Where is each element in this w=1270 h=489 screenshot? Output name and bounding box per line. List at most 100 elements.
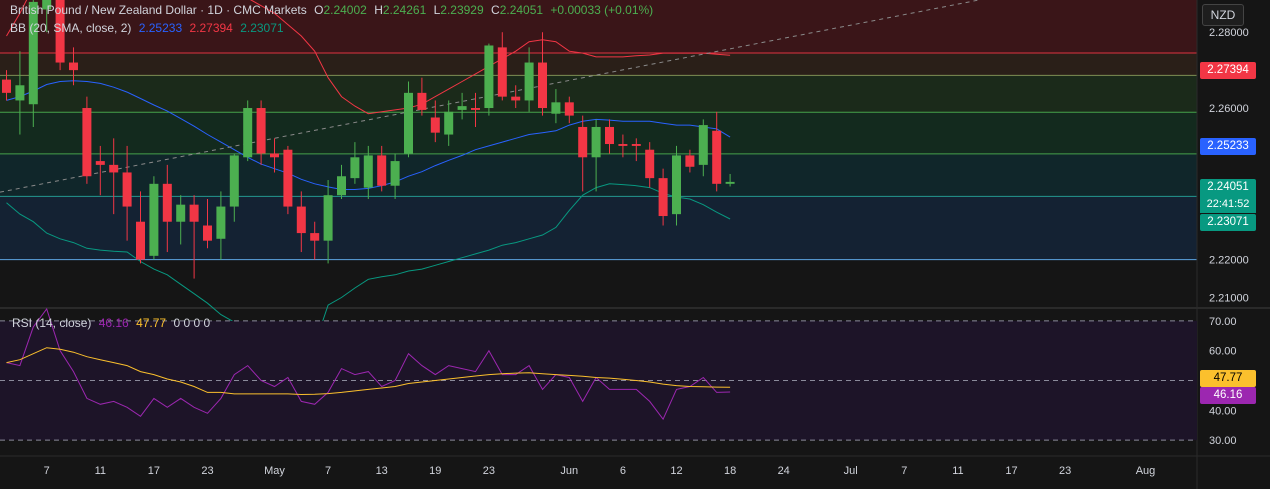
time-tick-label: 23 — [483, 465, 495, 477]
candle-body — [417, 92, 427, 110]
symbol-title[interactable]: British Pound / New Zealand Dollar · 1D … — [10, 3, 307, 17]
time-tick-label: 12 — [670, 465, 682, 477]
candle-body — [698, 125, 708, 165]
bb-basis-value: 2.25233 — [138, 21, 183, 35]
bb-legend-title[interactable]: BB (20, SMA, close, 2) — [10, 21, 132, 35]
high-value: 2.24261 — [382, 3, 427, 17]
price-tick-label: 2.28000 — [1209, 27, 1249, 39]
low-label: L — [433, 3, 441, 17]
close-label: C — [491, 3, 500, 17]
trend-line-dashed — [0, 0, 982, 193]
candle-body — [149, 183, 159, 256]
candle-body — [631, 144, 641, 146]
time-tick-label: 11 — [952, 465, 963, 477]
time-tick-label: 19 — [429, 465, 441, 477]
low-value: 2.23929 — [440, 3, 484, 17]
candle-body — [162, 183, 172, 222]
bb-legend: BB (20, SMA, close, 2) 2.25233 2.27394 2… — [10, 21, 288, 35]
rsi-value: 46.16 — [98, 316, 129, 330]
candle-body — [189, 204, 199, 222]
time-tick-label: Jun — [560, 465, 578, 477]
currency-button[interactable]: NZD — [1202, 4, 1244, 26]
candle-body — [564, 102, 574, 116]
rsi-legend-title[interactable]: RSI (14, close) — [12, 316, 92, 330]
candle-body — [203, 225, 212, 241]
candle-body — [471, 108, 480, 110]
candle-body — [310, 233, 320, 241]
candle-body — [109, 164, 119, 173]
candle-body — [725, 181, 735, 184]
time-tick-label: 23 — [201, 465, 213, 477]
last-price-tag: 2.24051 — [1200, 179, 1256, 196]
candle-body — [444, 111, 454, 135]
rsi-ma-tag: 47.77 — [1200, 370, 1256, 387]
bb-upper-value: 2.27394 — [189, 21, 233, 35]
candlesticks — [2, 0, 735, 279]
candle-body — [605, 126, 614, 145]
rsi-pane — [0, 307, 1197, 441]
open-value: 2.24002 — [323, 3, 367, 17]
bb-lower-value: 2.23071 — [240, 21, 284, 35]
time-tick-label: 13 — [376, 465, 388, 477]
close-value: 2.24051 — [499, 3, 544, 17]
time-tick-label: 18 — [724, 465, 736, 477]
candle-body — [511, 96, 521, 101]
rsi-ma-value: 47.77 — [136, 316, 167, 330]
candle-body — [337, 176, 346, 196]
rsi-tick-label: 60.00 — [1209, 346, 1237, 358]
candle-body — [122, 172, 132, 207]
zone-band — [0, 153, 1197, 197]
rsi-ma-line — [6, 347, 731, 396]
candle-body — [229, 155, 239, 207]
time-tick-label: 11 — [95, 465, 106, 477]
time-tick-label: 17 — [148, 465, 160, 477]
candle-body — [618, 144, 628, 146]
candle-body — [296, 206, 306, 234]
candle-body — [658, 178, 668, 217]
time-tick-label: 6 — [620, 465, 626, 477]
candle-body — [551, 102, 561, 114]
candle-body — [363, 155, 373, 188]
candle-body — [484, 45, 494, 109]
time-tick-label: Jul — [844, 465, 858, 477]
candle-body — [430, 117, 440, 133]
candle-body — [2, 79, 11, 93]
candle-body — [15, 85, 25, 101]
time-tick-label: 24 — [778, 465, 790, 477]
time-tick-label: 7 — [44, 465, 50, 477]
candle-body — [685, 155, 695, 167]
zone-band — [0, 196, 1197, 260]
bb-basis-price-tag: 2.25233 — [1200, 138, 1256, 155]
rsi-tick-label: 70.00 — [1209, 316, 1237, 328]
candle-body — [82, 108, 92, 177]
zone-band — [0, 53, 1197, 76]
bb-lower-line — [6, 183, 731, 352]
candle-body — [95, 161, 105, 165]
time-tick-label: 23 — [1059, 465, 1071, 477]
candle-body — [323, 195, 333, 241]
candle-body — [243, 108, 253, 158]
candle-body — [524, 62, 534, 101]
candle-body — [645, 149, 655, 179]
candle-body — [270, 153, 279, 158]
time-tick-label: 7 — [325, 465, 331, 477]
symbol-legend: British Pound / New Zealand Dollar · 1D … — [10, 3, 657, 17]
bb-upper-price-tag: 2.27394 — [1200, 62, 1256, 79]
zone-band — [0, 75, 1197, 113]
bb-upper-line — [6, 0, 731, 115]
candle-body — [538, 62, 547, 109]
high-label: H — [374, 3, 383, 17]
candle-body — [457, 106, 467, 110]
candle-body — [69, 62, 78, 71]
price-tick-label: 2.22000 — [1209, 255, 1249, 267]
rsi-tag: 46.16 — [1200, 387, 1256, 404]
candle-body — [55, 0, 65, 63]
zone-top — [0, 0, 1197, 54]
time-tick-label: 17 — [1005, 465, 1017, 477]
rsi-legend: RSI (14, close) 46.16 47.77 0 0 0 0 — [12, 316, 214, 330]
time-tick-label: 7 — [901, 465, 907, 477]
candle-body — [404, 92, 413, 154]
countdown-tag: 22:41:52 — [1200, 196, 1256, 213]
time-tick-label: May — [264, 465, 285, 477]
